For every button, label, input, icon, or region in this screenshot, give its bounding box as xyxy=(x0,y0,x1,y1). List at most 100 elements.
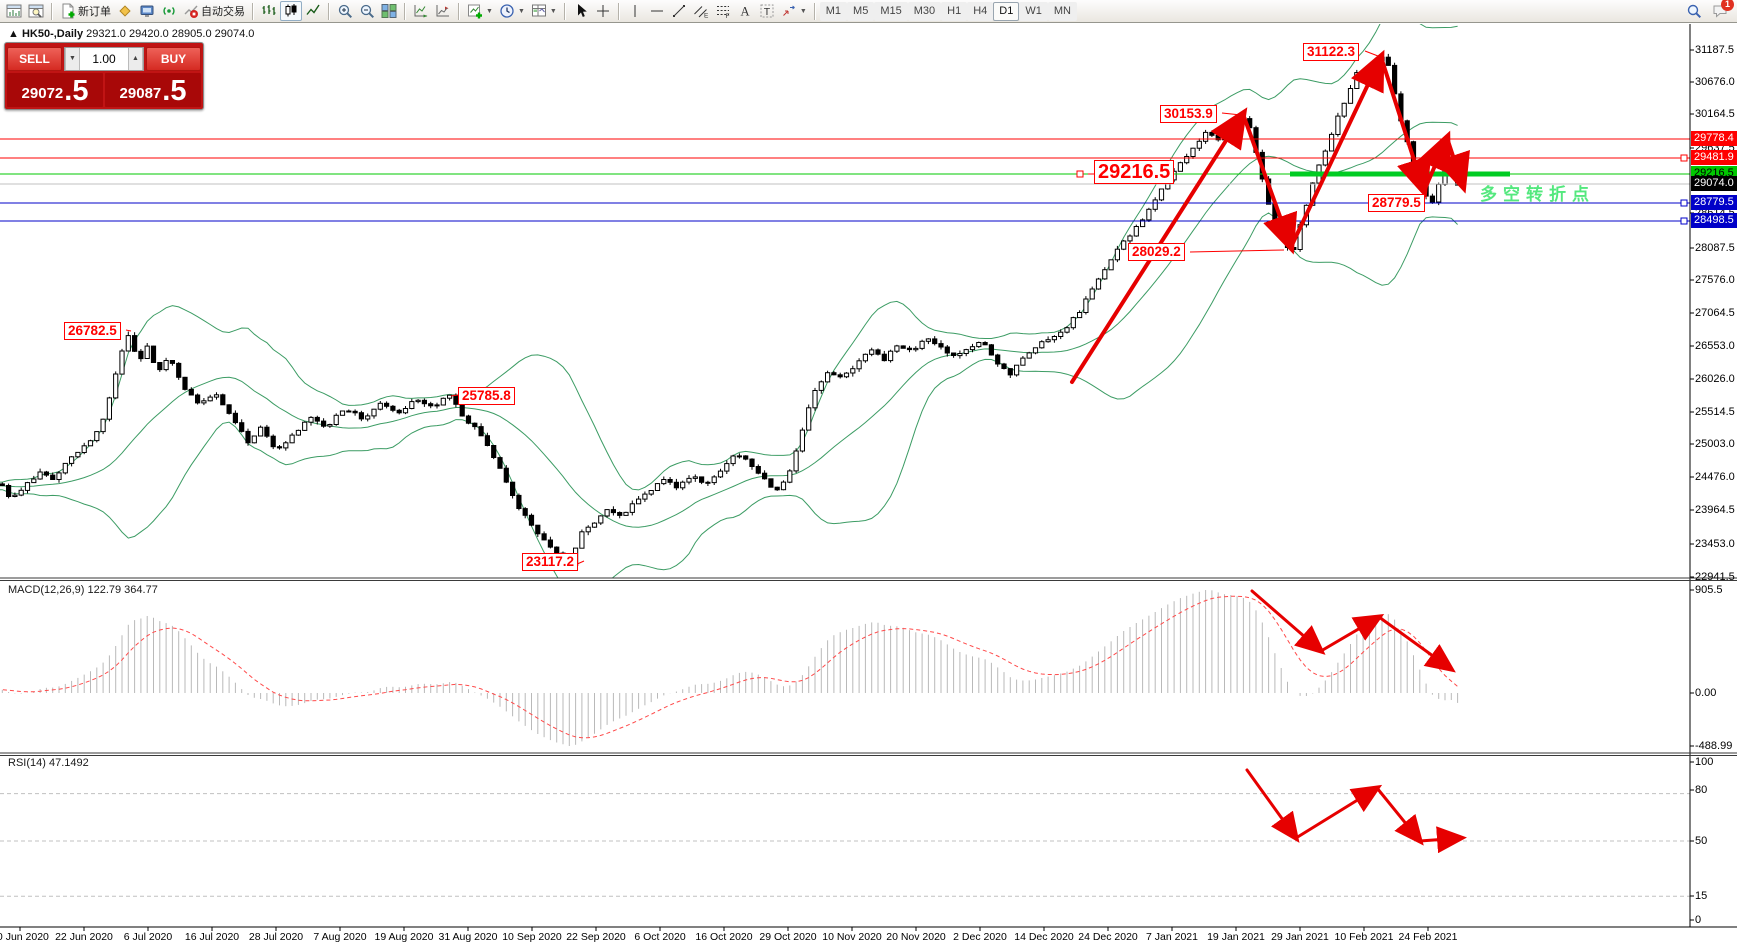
cursor-button[interactable] xyxy=(570,1,592,21)
annotation-connector xyxy=(1364,50,1379,57)
equidistant-channel-button[interactable]: E xyxy=(690,1,712,21)
new-order-label: 新订单 xyxy=(78,6,111,18)
date-axis-label: 16 Jul 2020 xyxy=(184,931,240,943)
timeframe-m15-button[interactable]: M15 xyxy=(874,1,908,21)
trend-line-icon xyxy=(672,5,685,17)
rsi-panel[interactable] xyxy=(0,793,1690,897)
price-annotation[interactable]: 30153.9 xyxy=(1160,105,1217,123)
ohlc-values: 29321.0 29420.0 28905.0 29074.0 xyxy=(86,28,255,40)
crosshair-button[interactable] xyxy=(592,1,614,21)
auto-scroll-button[interactable] xyxy=(410,1,432,21)
signals-icon xyxy=(163,7,175,15)
timeframe-h4-button[interactable]: H4 xyxy=(967,1,994,21)
price-axis-tick: 22941.5 xyxy=(1695,571,1735,583)
macd-panel[interactable] xyxy=(0,590,1459,746)
signals-button[interactable] xyxy=(158,1,180,21)
metaeditor-button[interactable] xyxy=(114,1,136,21)
price-annotation[interactable]: 28029.2 xyxy=(1128,243,1185,261)
line-handle[interactable] xyxy=(1680,217,1688,225)
periods-caret-icon[interactable]: ▼ xyxy=(517,7,525,15)
rsi-label: RSI(14) 47.1492 xyxy=(8,757,89,769)
line-handle[interactable] xyxy=(1680,199,1688,207)
line-handle[interactable] xyxy=(1076,170,1084,178)
date-axis-label: 10 Jun 2020 xyxy=(0,931,49,943)
chart-shift-button[interactable] xyxy=(432,1,454,21)
toolbar-separator xyxy=(617,2,620,20)
zoom-out-button[interactable] xyxy=(356,1,378,21)
price-axis-tick: 25514.5 xyxy=(1695,406,1735,418)
indicators-caret-icon[interactable]: ▼ xyxy=(486,7,493,15)
macd-axis-tick: 905.5 xyxy=(1695,584,1723,596)
sell-button[interactable]: SELL xyxy=(7,46,62,71)
price-annotation[interactable]: 23117.2 xyxy=(522,553,579,571)
volume-decrease-button[interactable]: ▼ xyxy=(65,47,80,70)
price-annotation[interactable]: 28779.5 xyxy=(1368,194,1425,212)
timeframe-m30-button[interactable]: M30 xyxy=(907,1,942,21)
autotrading-button[interactable]: 自动交易 xyxy=(180,1,248,21)
price-line-label: 29778.4 xyxy=(1691,131,1737,146)
line-handle[interactable] xyxy=(1680,154,1688,162)
volume-input[interactable] xyxy=(80,47,128,70)
toolbar-separator xyxy=(51,2,53,20)
price-annotation[interactable]: 25785.8 xyxy=(458,387,515,405)
symbol-period-label: HK50-,Daily xyxy=(21,28,84,40)
tile-windows-button[interactable] xyxy=(378,1,400,21)
turning-point-note[interactable]: 多空转折点 xyxy=(1480,185,1595,204)
timeframe-m1-button[interactable]: M1 xyxy=(819,1,848,21)
timeframe-m5-button[interactable]: M5 xyxy=(847,1,875,21)
arrows-button[interactable]: ▼ xyxy=(778,1,810,21)
trend-line-button[interactable] xyxy=(668,1,690,21)
toolbar-right-icons: 1 xyxy=(1683,0,1734,21)
timeframe-mn-button[interactable]: MN xyxy=(1047,1,1077,21)
periods-button[interactable]: ▼ xyxy=(496,1,528,21)
terminal-button[interactable] xyxy=(136,1,158,21)
buy-price[interactable]: 29087.5 xyxy=(105,73,201,107)
templates-button[interactable]: ▼ xyxy=(528,1,560,21)
chat-button[interactable]: 1 xyxy=(1709,0,1734,21)
chart-line-icon xyxy=(306,4,320,15)
buy-button[interactable]: BUY xyxy=(146,46,201,71)
date-axis-label: 10 Feb 2021 xyxy=(1334,931,1394,943)
templates-caret-icon[interactable]: ▼ xyxy=(549,7,557,15)
horizontal-line-button[interactable] xyxy=(646,1,668,21)
svg-text:E: E xyxy=(704,13,709,20)
chart-window-button[interactable] xyxy=(3,1,25,21)
text-label-button[interactable]: T xyxy=(756,1,778,21)
autotrading-label: 自动交易 xyxy=(201,6,245,18)
chart-line-button[interactable] xyxy=(302,1,324,21)
new-order-icon xyxy=(62,3,75,19)
timeframe-h1-button[interactable]: H1 xyxy=(941,1,968,21)
text-button[interactable]: A xyxy=(734,1,756,21)
new-order-button[interactable]: 新订单 xyxy=(57,1,114,21)
sell-price[interactable]: 29072.5 xyxy=(7,73,103,107)
sell-price-frac: .5 xyxy=(64,75,89,107)
toolbar-separator xyxy=(813,2,816,20)
data-window-icon xyxy=(28,4,44,18)
price-annotation[interactable]: 31122.3 xyxy=(1303,43,1360,61)
price-annotation[interactable]: 26782.5 xyxy=(64,322,121,340)
price-annotation[interactable]: 29216.5 xyxy=(1094,160,1175,184)
crosshair-icon xyxy=(596,5,609,17)
notification-badge: 1 xyxy=(1721,0,1734,11)
zoom-in-button[interactable] xyxy=(334,1,356,21)
timeframe-d1-button[interactable]: D1 xyxy=(993,1,1020,21)
main-chart-panel[interactable] xyxy=(0,5,1461,598)
price-axis-tick: 27064.5 xyxy=(1695,307,1735,319)
vertical-line-button[interactable] xyxy=(624,1,646,21)
arrows-caret-icon[interactable]: ▼ xyxy=(799,7,807,15)
svg-text:T: T xyxy=(764,6,771,18)
volume-increase-button[interactable]: ▲ xyxy=(128,47,143,70)
rsi-axis-tick: 100 xyxy=(1695,756,1714,768)
fibonacci-button[interactable]: F xyxy=(712,1,734,21)
collapse-triangle-icon[interactable]: ▲ xyxy=(8,28,19,40)
candlestick-series xyxy=(0,53,1461,569)
chart-bars-button[interactable] xyxy=(258,1,280,21)
timeframe-w1-button[interactable]: W1 xyxy=(1019,1,1048,21)
chart-candles-button[interactable] xyxy=(280,1,302,21)
rsi-axis-tick: 80 xyxy=(1695,784,1708,796)
search-button[interactable] xyxy=(1683,1,1705,21)
buy-price-main: 29087 xyxy=(119,85,162,102)
data-window-button[interactable] xyxy=(25,1,47,21)
indicators-button[interactable]: ▼ xyxy=(464,1,496,21)
